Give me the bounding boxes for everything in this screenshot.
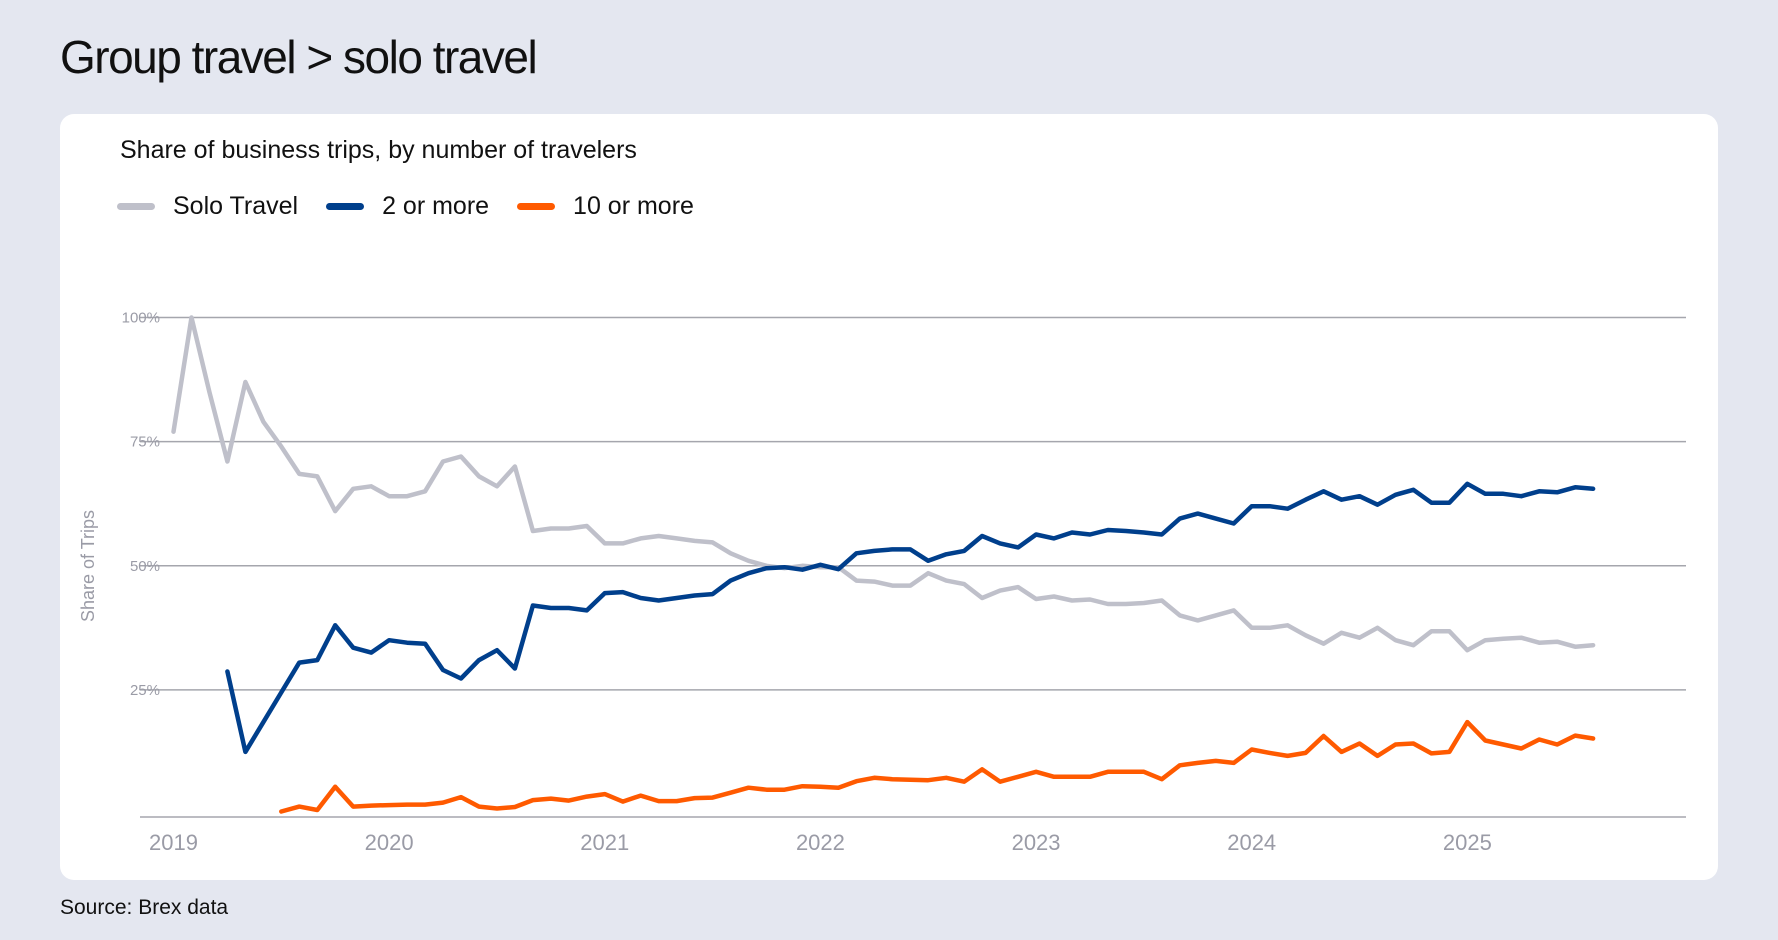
legend-label: 2 or more xyxy=(382,192,490,220)
y-tick-label: 100% xyxy=(122,310,160,327)
x-tick-label: 2019 xyxy=(149,830,198,855)
chart-subtitle: Share of business trips, by number of tr… xyxy=(120,136,637,164)
x-tick-label: 2024 xyxy=(1227,830,1276,855)
source-note: Source: Brex data xyxy=(60,896,229,919)
legend: Solo Travel 2 or more 10 or more xyxy=(117,192,694,221)
series-line-10-or-more xyxy=(279,719,1596,814)
y-tick-label: 25% xyxy=(130,682,160,699)
legend-swatch xyxy=(117,203,155,210)
x-tick-label: 2021 xyxy=(580,830,629,855)
legend-item-10-or-more: 10 or more xyxy=(517,192,694,221)
legend-item-solo: Solo Travel xyxy=(117,192,298,221)
x-tick-label: 2020 xyxy=(365,830,414,855)
x-tick-label: 2022 xyxy=(796,830,845,855)
series-line-2-or-more xyxy=(225,481,1596,755)
legend-label: 10 or more xyxy=(573,192,694,220)
y-tick-label: 50% xyxy=(130,558,160,575)
legend-label: Solo Travel xyxy=(173,192,299,220)
series-line-solo-travel xyxy=(171,315,1596,653)
y-tick-label: 75% xyxy=(130,434,160,451)
page-title: Group travel > solo travel xyxy=(60,31,538,83)
x-tick-label: 2025 xyxy=(1443,830,1492,855)
legend-swatch xyxy=(326,203,365,210)
x-tick-label: 2023 xyxy=(1012,830,1061,855)
legend-swatch xyxy=(517,203,556,210)
legend-item-2-or-more: 2 or more xyxy=(326,192,489,221)
y-axis-label: Share of Trips xyxy=(78,510,98,622)
